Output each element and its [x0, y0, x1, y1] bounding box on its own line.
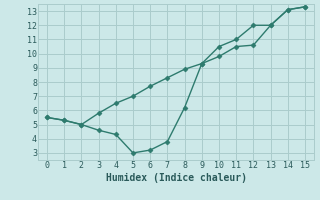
X-axis label: Humidex (Indice chaleur): Humidex (Indice chaleur)	[106, 173, 246, 183]
